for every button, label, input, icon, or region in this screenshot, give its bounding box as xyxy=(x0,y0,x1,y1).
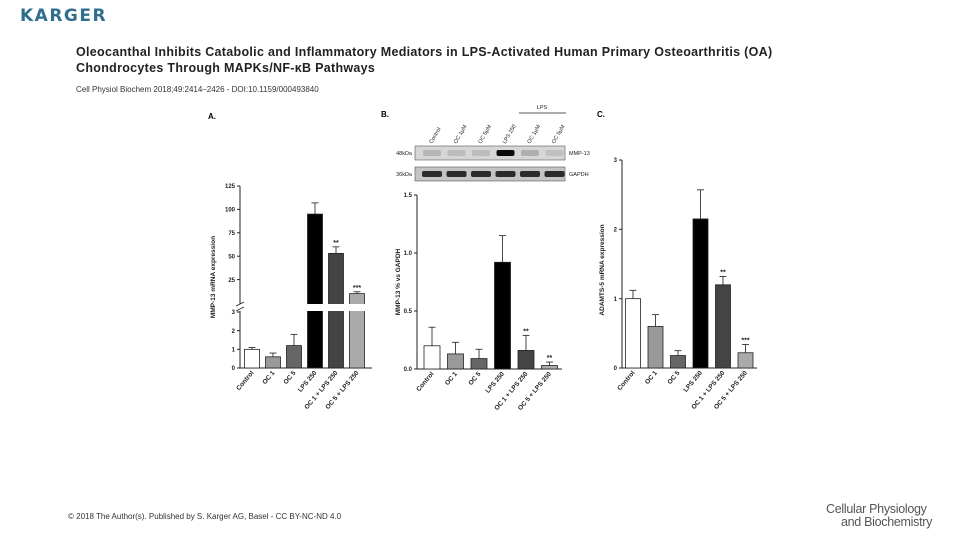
blot-band-mmp13 xyxy=(545,150,564,156)
panel-label: B. xyxy=(381,110,389,119)
panel-c: C. ADAMTS-5 mRNA expression 0 1 2 3 Control OC … xyxy=(597,110,757,411)
journal-line-1: Cellular Physiology xyxy=(826,502,927,516)
blot-size-label: 48kDa xyxy=(396,151,413,157)
blot-lane-label: LPS 250 xyxy=(502,124,518,145)
y-tick-label: 1 xyxy=(232,348,236,354)
y-tick-label: 3 xyxy=(614,158,618,164)
x-tick-label: OC 5 xyxy=(666,369,681,385)
blot-band-gapdh xyxy=(544,171,565,177)
blot-membrane xyxy=(414,145,566,161)
blot-lane-label: OC 5µM xyxy=(478,124,494,145)
x-tick-label: Control xyxy=(235,370,255,392)
panel-label: C. xyxy=(597,110,605,119)
slide-title: Oleocanthal Inhibits Catabolic and Infla… xyxy=(76,44,936,76)
bar xyxy=(244,348,260,369)
blot-band-gapdh xyxy=(446,171,467,177)
blot-band-gapdh xyxy=(471,171,491,177)
bar xyxy=(715,284,731,369)
bar xyxy=(670,355,686,369)
y-axis-label: ADAMTS-5 mRNA expression xyxy=(599,224,606,315)
y-tick-label: 3 xyxy=(232,310,236,316)
blot-band-gapdh xyxy=(422,171,442,177)
blot-protein-label: MMP-13 xyxy=(569,151,590,157)
axis-break-mark xyxy=(235,301,245,307)
y-tick-label: 1.5 xyxy=(404,193,413,199)
blot-lane-label: OC 5µM xyxy=(551,124,567,145)
journal-logo: Cellular Physiology and Biochemistry xyxy=(826,503,932,529)
y-tick-label: 0 xyxy=(614,366,618,372)
x-tick-label: OC 5 xyxy=(282,369,297,385)
bar xyxy=(647,325,664,369)
panel-b: B. MMP-13 % vs GAPDH 0.0 0.5 1.0 1.5 Control OC… xyxy=(381,105,590,412)
y-tick-label: 0.5 xyxy=(404,309,413,315)
x-tick-label: OC 1 xyxy=(644,369,659,385)
y-tick-label: 0.0 xyxy=(404,367,413,373)
significance-mark: ** xyxy=(523,328,529,335)
blot-protein-label: GAPDH xyxy=(569,172,589,178)
blot-band-mmp13 xyxy=(521,150,539,156)
bar xyxy=(423,345,441,370)
bar xyxy=(349,293,365,369)
blot-lane-label: OC 1µM xyxy=(527,124,543,145)
y-tick-label: 2 xyxy=(232,329,236,335)
blot-band-mmp13 xyxy=(423,150,441,156)
citation: Cell Physiol Biochem 2018;49:2414–2426 -… xyxy=(76,85,319,94)
panel-a: A. MMP-13 mRNA expression 0 1 2 3 25 50 75 100 125… xyxy=(208,112,376,411)
copyright: © 2018 The Author(s). Published by S. Ka… xyxy=(68,512,342,521)
y-tick-label: 75 xyxy=(228,231,235,237)
x-tick-label: Control xyxy=(616,370,636,392)
title-line-2: Chondrocytes Through MAPKs/NF-κB Pathway… xyxy=(76,61,376,75)
blot-size-label: 36kDa xyxy=(396,172,413,178)
y-tick-label: 50 xyxy=(228,254,235,260)
blot-lane-labels: Control OC 1µM OC 5µM LPS 250 OC 1µM OC 5µM xyxy=(429,124,567,145)
significance-mark: ** xyxy=(547,355,553,362)
x-tick-label: Control xyxy=(415,371,435,393)
blot-lane-label: Control xyxy=(429,127,443,145)
significance-mark: *** xyxy=(353,285,361,292)
blot-band-gapdh xyxy=(495,171,516,177)
y-tick-label: 1.0 xyxy=(404,251,413,257)
y-tick-label: 2 xyxy=(614,228,618,234)
y-axis-label: MMP-13 mRNA expression xyxy=(210,236,217,318)
bar xyxy=(494,261,511,370)
blot-band-mmp13 xyxy=(496,150,515,156)
title-line-1: Oleocanthal Inhibits Catabolic and Infla… xyxy=(76,45,773,59)
blot-group-label: LPS xyxy=(537,105,548,111)
x-tick-label: OC 1 xyxy=(261,369,276,385)
bar xyxy=(470,358,488,370)
y-axis-label: MMP-13 % vs GAPDH xyxy=(395,248,402,315)
bar xyxy=(286,345,302,369)
panel-label: A. xyxy=(208,112,216,121)
bar xyxy=(737,352,754,369)
karger-logo: KARGER xyxy=(20,6,108,26)
significance-mark: ** xyxy=(720,269,726,276)
blot-band-mmp13 xyxy=(472,150,490,156)
y-tick-label: 0 xyxy=(232,366,236,372)
x-tick-label: LPS 250 xyxy=(682,369,704,393)
bar xyxy=(307,213,323,369)
bar xyxy=(692,218,709,369)
bar xyxy=(447,353,464,370)
bar xyxy=(625,298,641,369)
axis-break xyxy=(236,304,376,311)
blot-lane-label: OC 1µM xyxy=(453,124,469,145)
y-tick-label: 25 xyxy=(228,278,235,284)
journal-line-2: and Biochemistry xyxy=(841,515,933,529)
y-tick-label: 125 xyxy=(225,184,236,190)
x-tick-label: LPS 250 xyxy=(484,370,506,394)
bar xyxy=(517,350,535,370)
blot-band-mmp13 xyxy=(447,150,466,156)
bar xyxy=(265,356,281,369)
x-tick-label: OC 5 xyxy=(467,370,482,386)
x-tick-label: OC 1 xyxy=(444,370,459,386)
significance-mark: *** xyxy=(741,337,749,344)
y-tick-label: 1 xyxy=(614,297,618,303)
significance-mark: ** xyxy=(333,240,339,247)
x-tick-label: LPS 250 xyxy=(297,369,319,393)
bar xyxy=(541,365,558,370)
blot-band-gapdh xyxy=(520,171,540,177)
axis-break-mark xyxy=(235,306,245,312)
y-tick-label: 100 xyxy=(225,208,236,214)
